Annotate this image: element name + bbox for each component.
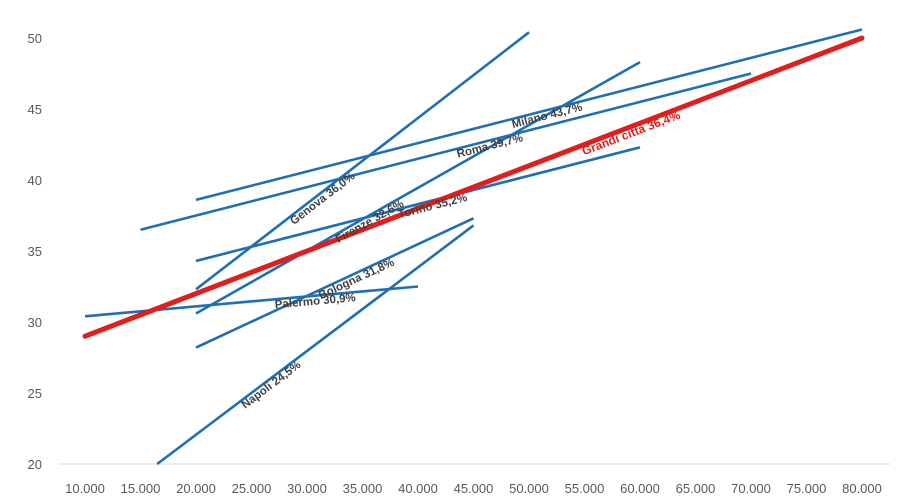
y-tick-label: 50 <box>28 31 42 46</box>
series-label: Roma 39,7% <box>456 132 525 160</box>
series-line <box>195 146 641 263</box>
x-tick-label: 10.000 <box>65 481 105 496</box>
plot-labels: Milano 43,7%Roma 39,7%Genova 36,0% Torino… <box>240 101 683 411</box>
x-tick-label: 70.000 <box>731 481 771 496</box>
series-label: Genova 36,0% <box>288 170 357 227</box>
y-tick-label: 25 <box>28 386 42 401</box>
y-tick-label: 40 <box>28 173 42 188</box>
x-tick-label: 80.000 <box>842 481 882 496</box>
y-tick-label: 35 <box>28 244 42 259</box>
x-tick-label: 60.000 <box>620 481 660 496</box>
series-line <box>84 285 419 318</box>
series-line <box>195 61 641 315</box>
y-tick-label: 20 <box>28 457 42 472</box>
series-label: Torino 35,2% <box>397 192 468 221</box>
series-line <box>140 72 752 231</box>
x-tick-label: 65.000 <box>676 481 716 496</box>
series-line <box>195 217 475 349</box>
x-tick-label: 50.000 <box>509 481 549 496</box>
x-tick-label: 15.000 <box>121 481 161 496</box>
x-tick-label: 55.000 <box>565 481 605 496</box>
series-line <box>195 31 530 291</box>
x-tick-label: 75.000 <box>787 481 827 496</box>
series-label: Palermo 30,9% <box>274 292 356 311</box>
x-tick-label: 45.000 <box>454 481 494 496</box>
x-tick-label: 25.000 <box>232 481 272 496</box>
series-label: Napoli 24,5% <box>240 359 304 411</box>
x-tick-label: 20.000 <box>176 481 216 496</box>
x-axis: 10.000 15.000 20.000 25.000 30.000 35.000 40.0… <box>58 463 890 496</box>
x-tick-label: 40.000 <box>398 481 438 496</box>
series-line <box>156 224 475 466</box>
y-tick-label: 45 <box>28 102 42 117</box>
series-line <box>195 28 863 202</box>
plot-lines <box>82 28 865 466</box>
series-line-grandi-citta <box>82 35 865 339</box>
x-tick-label: 30.000 <box>287 481 327 496</box>
x-tick-label: 35.000 <box>343 481 383 496</box>
y-axis: 20 25 30 35 40 45 50 <box>28 31 42 472</box>
y-tick-label: 30 <box>28 315 42 330</box>
